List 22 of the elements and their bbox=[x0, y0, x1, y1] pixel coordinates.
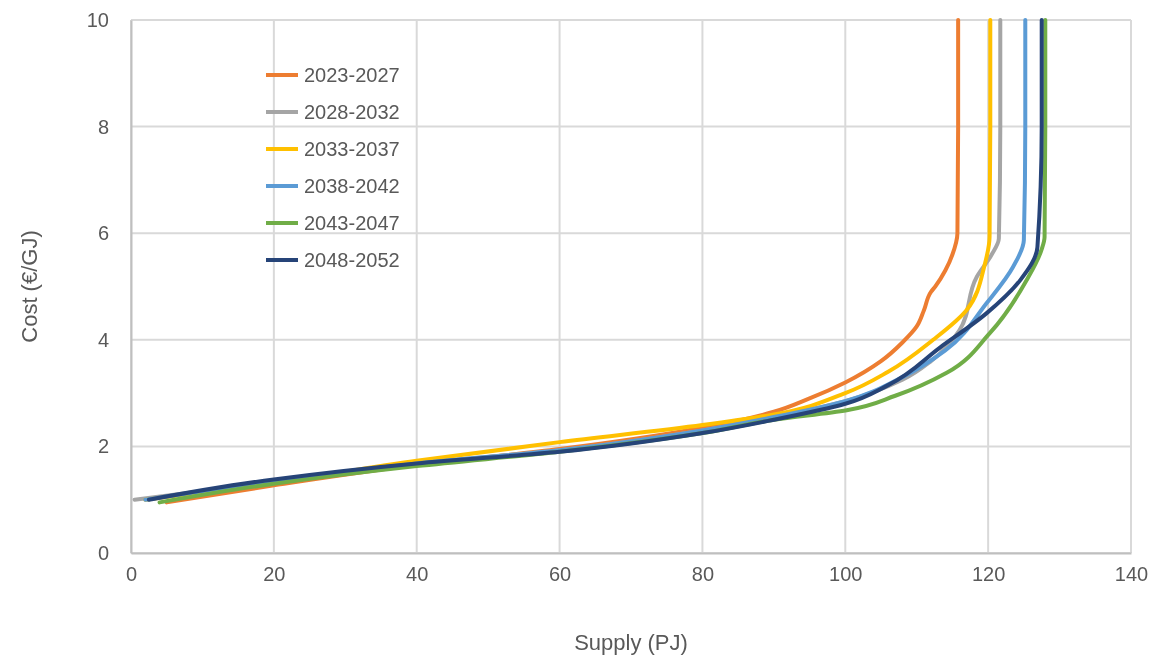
y-tick-label: 6 bbox=[97, 222, 109, 245]
x-tick-label: 100 bbox=[829, 563, 863, 586]
x-tick-label: 140 bbox=[1114, 563, 1149, 586]
y-tick-label: 10 bbox=[86, 8, 109, 31]
legend-label: 2033-2037 bbox=[304, 138, 400, 160]
x-tick-label: 80 bbox=[691, 563, 715, 586]
x-tick-label: 40 bbox=[406, 563, 429, 586]
y-tick-label: 2 bbox=[97, 435, 109, 458]
y-tick-label: 0 bbox=[97, 541, 109, 564]
x-tick-label: 120 bbox=[971, 563, 1006, 586]
y-tick-label: 4 bbox=[97, 328, 109, 351]
x-tick-label: 60 bbox=[548, 563, 572, 586]
legend-label: 2043-2047 bbox=[304, 212, 400, 234]
legend-label: 2023-2027 bbox=[304, 64, 400, 86]
y-axis-title: Cost (€/GJ) bbox=[17, 230, 42, 343]
legend-label: 2028-2032 bbox=[304, 101, 400, 123]
legend-label: 2038-2042 bbox=[304, 175, 400, 197]
legend-label: 2048-2052 bbox=[304, 249, 400, 271]
x-axis-title: Supply (PJ) bbox=[574, 630, 688, 655]
y-tick-label: 8 bbox=[97, 115, 109, 138]
x-tick-label: 20 bbox=[263, 563, 286, 586]
x-tick-label: 0 bbox=[125, 563, 138, 586]
